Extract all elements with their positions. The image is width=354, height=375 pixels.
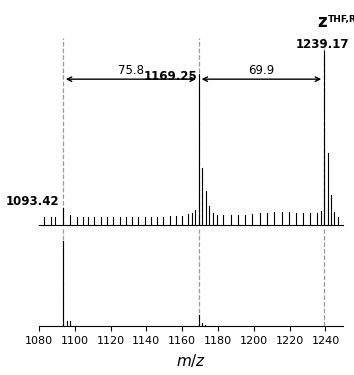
Text: 75.8: 75.8 [118,64,144,77]
Text: 1093.42: 1093.42 [6,195,59,208]
Text: 1169.25: 1169.25 [143,70,197,82]
Text: 69.9: 69.9 [248,64,274,77]
Text: $\mathbf{z}$: $\mathbf{z}$ [317,13,327,31]
Text: THF,R: THF,R [327,15,354,24]
Text: 1239.17: 1239.17 [295,38,349,51]
X-axis label: $\mathit{m/z}$: $\mathit{m/z}$ [176,351,206,369]
